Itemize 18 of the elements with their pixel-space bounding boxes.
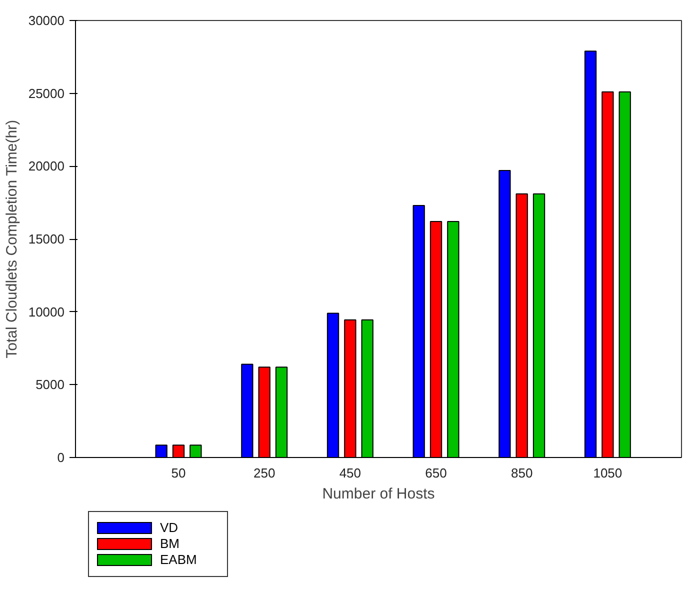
x-tick-label: 50 <box>171 466 186 480</box>
x-tick-label: 250 <box>253 466 276 480</box>
legend-label: BM <box>160 534 180 553</box>
x-tick-label: 650 <box>425 466 447 480</box>
y-tick-label: 5000 <box>36 377 64 392</box>
y-tick-label: 15000 <box>28 232 65 246</box>
y-tick-label: 20000 <box>28 158 65 174</box>
legend-label: EABM <box>160 550 197 569</box>
y-tick-label: 0 <box>57 450 65 465</box>
y-tick-label: 10000 <box>28 304 65 320</box>
legend-label: VD <box>160 518 178 537</box>
y-tick-label: 25000 <box>28 86 65 101</box>
x-tick-label: 1050 <box>593 466 622 480</box>
x-axis-title: Number of Hosts <box>322 486 435 502</box>
y-tick-label: 30000 <box>28 13 65 28</box>
x-tick-label: 450 <box>339 466 362 480</box>
x-tick-label: 850 <box>511 466 533 480</box>
y-axis-title: Total Cloudlets Completion Time(hr) <box>3 120 20 358</box>
